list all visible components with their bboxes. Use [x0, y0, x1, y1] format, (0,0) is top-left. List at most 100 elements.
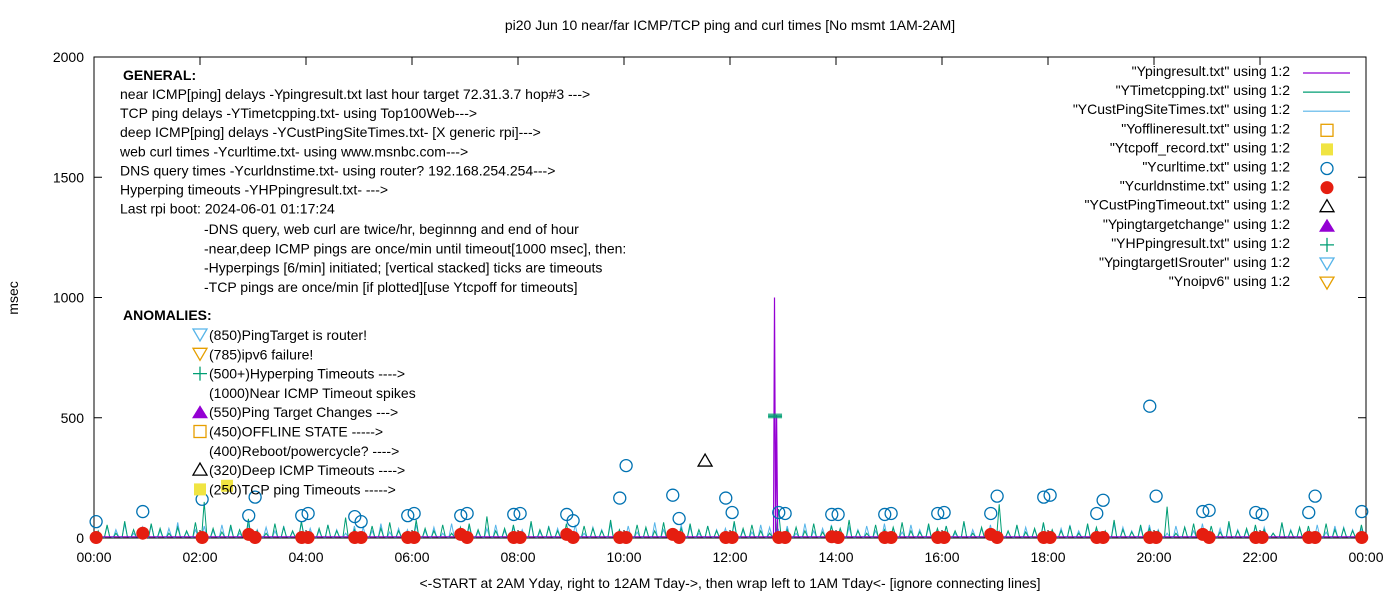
anomalies-notes: ANOMALIES: (850)PingTarget is router! (785… [123, 307, 416, 497]
curl-time-point [1096, 493, 1110, 507]
legend-symbol-triangle-down-open [1318, 276, 1336, 291]
curl-time-point [1143, 399, 1157, 413]
y-tick-label: 1500 [53, 169, 84, 185]
anomaly-symbol-square-open [193, 424, 207, 439]
curl-time-point [354, 514, 368, 529]
anomaly-symbol-triangle-down-open [191, 328, 209, 343]
x-tick-label: 10:00 [606, 549, 641, 565]
dns-time-point [460, 531, 474, 545]
legend-symbol-square-open [1320, 123, 1334, 137]
curl-time-point [613, 491, 627, 505]
y-tick-label: 2000 [53, 49, 84, 65]
curl-time-point [1249, 505, 1263, 520]
legend-label: "Yofflineresult.txt" using 1:2 [1121, 120, 1290, 136]
legend-symbol-triangle-down-open [1318, 257, 1336, 272]
curl-time-point [136, 504, 150, 519]
anomaly-symbol-triangle-filled [192, 405, 208, 419]
general-heading: GENERAL: [123, 67, 196, 83]
y-axis-label: msec [5, 281, 21, 314]
plot-marks [89, 297, 1369, 545]
anomaly-item: (450)OFFLINE STATE -----> [209, 424, 383, 440]
curl-time-point [1255, 507, 1269, 522]
custping-timeout-point [696, 452, 714, 467]
general-line: Hyperping timeouts -YHPpingresult.txt- -… [120, 182, 388, 198]
dns-time-point [566, 531, 580, 545]
legend-label: "YCustPingSiteTimes.txt" using 1:2 [1073, 101, 1290, 117]
curl-time-point [1090, 506, 1104, 521]
anomaly-symbol-plus [193, 366, 207, 381]
curl-time-point [513, 506, 527, 521]
anomalies-heading: ANOMALIES: [123, 307, 212, 323]
general-notes: GENERAL: near ICMP[ping] delays -Ypingres… [119, 67, 626, 295]
x-tick-label: 08:00 [500, 549, 535, 565]
legend-label: "YHPpingresult.txt" using 1:2 [1111, 235, 1290, 251]
curl-time-point [990, 489, 1004, 503]
curl-time-point [401, 508, 415, 523]
curl-time-point [566, 514, 580, 528]
legend-label: "Ypingresult.txt" using 1:2 [1132, 63, 1291, 79]
anomaly-item: (400)Reboot/powercycle? ----> [209, 443, 399, 459]
x-tick-label: 14:00 [818, 549, 853, 565]
legend-label: "Ycurldnstime.txt" using 1:2 [1120, 178, 1290, 194]
x-axis: 00:00 02:00 04:00 06:00 08:00 10:00 12:00 14:00… [76, 57, 1384, 565]
curl-time-point [672, 511, 686, 526]
dns-time-point [1255, 531, 1269, 545]
curl-time-point [984, 506, 998, 521]
y-tick-label: 1000 [53, 290, 84, 306]
curl-time-point [1302, 505, 1316, 520]
dns-time-point [619, 531, 633, 545]
dns-time-point [1202, 531, 1216, 545]
general-line: TCP ping delays -YTimetcpping.txt- using… [120, 105, 477, 121]
curl-time-point [772, 505, 786, 520]
general-line: web curl times -Ycurltime.txt- using www… [119, 143, 468, 159]
general-line: near ICMP[ping] delays -Ypingresult.txt … [120, 86, 590, 102]
curl-time-point [460, 506, 474, 521]
legend-symbol-plus [1320, 237, 1334, 252]
legend-label: "Ypingtargetchange" using 1:2 [1103, 216, 1290, 232]
anomaly-symbol-triangle-down-open [191, 347, 209, 362]
curl-time-point [1149, 489, 1163, 503]
x-tick-label: 18:00 [1030, 549, 1065, 565]
curl-time-point [937, 505, 951, 520]
dns-time-point [831, 531, 845, 545]
chart-title: pi20 Jun 10 near/far ICMP/TCP ping and c… [505, 17, 955, 33]
x-axis-label: <-START at 2AM Yday, right to 12AM Tday-… [419, 575, 1040, 591]
dns-time-point [990, 531, 1004, 545]
anomaly-item: (550)Ping Target Changes ---> [209, 404, 398, 420]
anomaly-item: (785)ipv6 failure! [209, 346, 313, 362]
curl-time-point [242, 508, 256, 523]
legend-symbol-circle-filled [1320, 181, 1334, 195]
legend-symbol-square-filled [1321, 143, 1333, 156]
legend-symbol-circle-open [1320, 161, 1334, 176]
legend-label: "YTimetcpping.txt" using 1:2 [1116, 82, 1291, 98]
dns-time-point [1355, 531, 1369, 545]
curl-time-point [1037, 490, 1051, 504]
dns-time-point [195, 531, 209, 545]
anomaly-symbol-square-filled [194, 483, 206, 496]
y-tick-label: 500 [61, 410, 85, 426]
legend-label: "Ycurltime.txt" using 1:2 [1142, 159, 1290, 175]
legend-symbol-triangle-open [1318, 198, 1336, 213]
dns-time-point [1043, 531, 1057, 545]
curl-time-point [778, 506, 792, 521]
dns-time-point [407, 531, 421, 545]
dns-time-point [354, 531, 368, 545]
dns-time-point [301, 531, 315, 545]
anomaly-item: (1000)Near ICMP Timeout spikes [209, 385, 416, 401]
dns-time-point [136, 526, 150, 540]
curl-time-point [407, 506, 421, 521]
legend-symbol-triangle-filled [1319, 218, 1335, 232]
dns-time-point [1149, 531, 1163, 545]
x-tick-label: 04:00 [288, 549, 323, 565]
dns-time-point [884, 531, 898, 545]
x-tick-label: 00:00 [76, 549, 111, 565]
anomaly-item: (250)TCP ping Timeouts -----> [209, 481, 396, 497]
general-note: -Hyperpings [6/min] initiated; [vertical… [204, 260, 602, 276]
anomaly-item: (320)Deep ICMP Timeouts ----> [209, 462, 405, 478]
dns-time-point [725, 531, 739, 545]
curl-time-point [831, 507, 845, 522]
x-tick-label: 22:00 [1242, 549, 1277, 565]
general-note: -near,deep ICMP pings are once/min until… [204, 240, 626, 256]
y-axis: 0 500 1000 1500 2000 [53, 49, 1366, 546]
legend-label: "YpingtargetISrouter" using 1:2 [1099, 254, 1290, 270]
